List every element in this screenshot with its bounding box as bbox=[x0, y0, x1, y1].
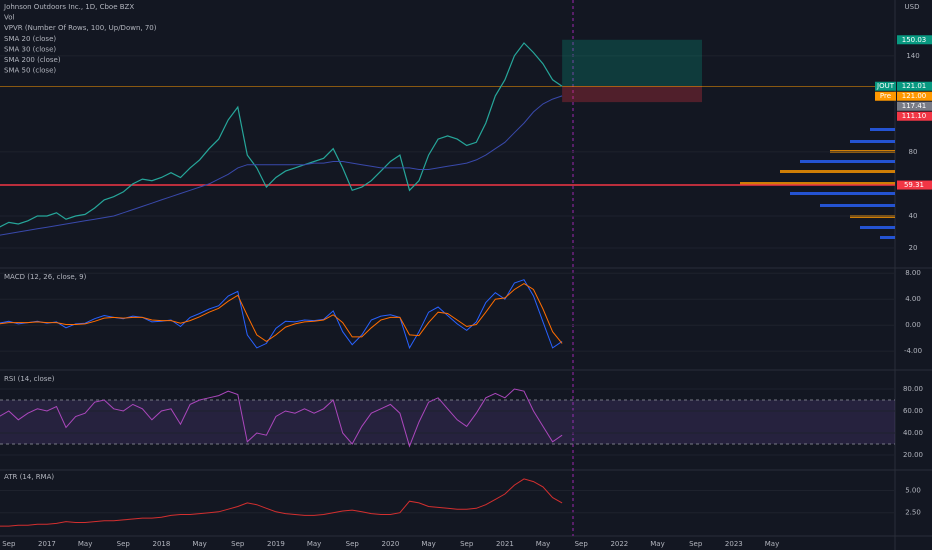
price-label: 121.01 bbox=[902, 82, 927, 90]
profit-zone bbox=[562, 39, 702, 87]
y-tick-label: 4.00 bbox=[905, 295, 921, 303]
price-tag-bg bbox=[875, 91, 896, 101]
x-tick-label: 2019 bbox=[267, 540, 285, 548]
x-tick-label: May bbox=[78, 540, 92, 548]
x-tick-label: 2022 bbox=[610, 540, 628, 548]
legend-entry: Vol bbox=[4, 14, 15, 22]
series-line bbox=[0, 478, 563, 527]
price-label: 111.10 bbox=[902, 112, 927, 120]
price-label-bg bbox=[897, 81, 932, 91]
y-tick-label: 80 bbox=[909, 148, 918, 156]
y-tick-label: 60.00 bbox=[903, 407, 923, 415]
legend-entry: SMA 200 (close) bbox=[4, 56, 61, 64]
y-tick-label: 80.00 bbox=[903, 385, 923, 393]
x-tick-label: 2021 bbox=[496, 540, 514, 548]
y-tick-label: 40 bbox=[909, 212, 918, 220]
y-tick-label: 140 bbox=[906, 52, 919, 60]
y-tick-label: 0.00 bbox=[905, 321, 921, 329]
pane-title: MACD (12, 26, close, 9) bbox=[4, 273, 87, 281]
price-tag-bg bbox=[875, 81, 896, 91]
x-tick-label: Sep bbox=[231, 540, 245, 548]
price-tag: Pre bbox=[880, 92, 891, 100]
y-tick-label: 40.00 bbox=[903, 429, 923, 437]
legend-entry: SMA 30 (close) bbox=[4, 45, 56, 53]
pane-title: ATR (14, RMA) bbox=[4, 473, 54, 481]
price-label-bg bbox=[897, 101, 932, 111]
price-label: 150.03 bbox=[902, 36, 927, 44]
hline-label-bg bbox=[897, 180, 932, 190]
legend-entry: Johnson Outdoors Inc., 1D, Cboe BZX bbox=[3, 3, 134, 11]
y-tick-label: -4.00 bbox=[904, 347, 922, 355]
legend-entry: SMA 50 (close) bbox=[4, 67, 56, 75]
x-tick-label: May bbox=[650, 540, 664, 548]
loss-zone bbox=[562, 86, 702, 103]
price-label-bg bbox=[897, 111, 932, 121]
x-tick-label: Sep bbox=[575, 540, 589, 548]
series-line bbox=[0, 279, 563, 350]
pane-title: RSI (14, close) bbox=[4, 375, 55, 383]
price-label-bg bbox=[897, 35, 932, 45]
x-tick-label: May bbox=[192, 540, 206, 548]
price-label: 117.41 bbox=[902, 102, 927, 110]
price-label: 121.00 bbox=[902, 92, 927, 100]
x-tick-label: 2023 bbox=[725, 540, 743, 548]
rsi-band bbox=[0, 400, 895, 445]
x-tick-label: 2020 bbox=[381, 540, 399, 548]
legend-entry: VPVR (Number Of Rows, 100, Up/Down, 70) bbox=[4, 24, 157, 32]
x-tick-label: Sep bbox=[346, 540, 360, 548]
series-line bbox=[0, 283, 563, 344]
x-tick-label: 2018 bbox=[153, 540, 171, 548]
x-tick-label: Sep bbox=[117, 540, 131, 548]
price-tag: JOUT bbox=[876, 82, 895, 90]
y-tick-label: 20 bbox=[909, 244, 918, 252]
y-tick-label: 5.00 bbox=[905, 486, 921, 494]
x-tick-label: Sep bbox=[689, 540, 703, 548]
x-tick-label: 2017 bbox=[38, 540, 56, 548]
x-tick-label: May bbox=[765, 540, 779, 548]
series-line bbox=[0, 42, 563, 228]
series-line bbox=[0, 388, 563, 448]
hline-label: 59.31 bbox=[904, 181, 924, 189]
y-tick-label: 8.00 bbox=[905, 269, 921, 277]
x-tick-label: May bbox=[307, 540, 321, 548]
x-tick-label: Sep bbox=[460, 540, 474, 548]
price-label-bg bbox=[897, 91, 932, 101]
x-tick-label: May bbox=[421, 540, 435, 548]
x-tick-label: May bbox=[536, 540, 550, 548]
x-tick-label: Sep bbox=[2, 540, 16, 548]
y-tick-label: 2.50 bbox=[905, 509, 921, 517]
series-line bbox=[0, 95, 563, 236]
legend-entry: SMA 20 (close) bbox=[4, 35, 56, 43]
y-tick-label: 20.00 bbox=[903, 451, 923, 459]
currency: USD bbox=[905, 3, 920, 11]
